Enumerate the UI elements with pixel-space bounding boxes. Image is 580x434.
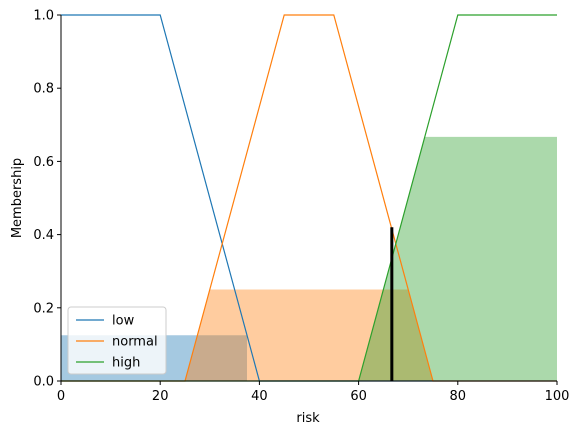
activation-area-normal (185, 289, 433, 381)
y-tick-label: 1.0 (33, 9, 54, 24)
y-tick-label: 0.2 (33, 301, 54, 316)
x-tick-label: 40 (251, 389, 268, 404)
legend-box (67, 306, 167, 375)
legend-label-high: high (112, 356, 140, 371)
x-tick-label: 0 (57, 389, 65, 404)
activation-area-high (358, 136, 557, 381)
legend: low normal high (67, 306, 167, 375)
legend-label-low: low (112, 314, 135, 329)
y-tick-label: 0.8 (33, 82, 54, 97)
tick-labels: 0 20 40 60 80 100 0.0 0.2 0.4 0.6 0.8 1.0 (33, 9, 569, 405)
legend-label-normal: normal (112, 335, 158, 350)
x-tick-label: 100 (545, 389, 570, 404)
x-tick-label: 80 (450, 389, 467, 404)
x-tick-label: 60 (350, 389, 367, 404)
x-tick-label: 20 (152, 389, 169, 404)
y-tick-label: 0.0 (33, 375, 54, 390)
axes (60, 15, 557, 382)
y-tick-label: 0.6 (33, 155, 54, 170)
y-axis-label: Membership (10, 158, 25, 238)
x-axis-label: risk (296, 411, 320, 426)
y-tick-label: 0.4 (33, 228, 54, 243)
